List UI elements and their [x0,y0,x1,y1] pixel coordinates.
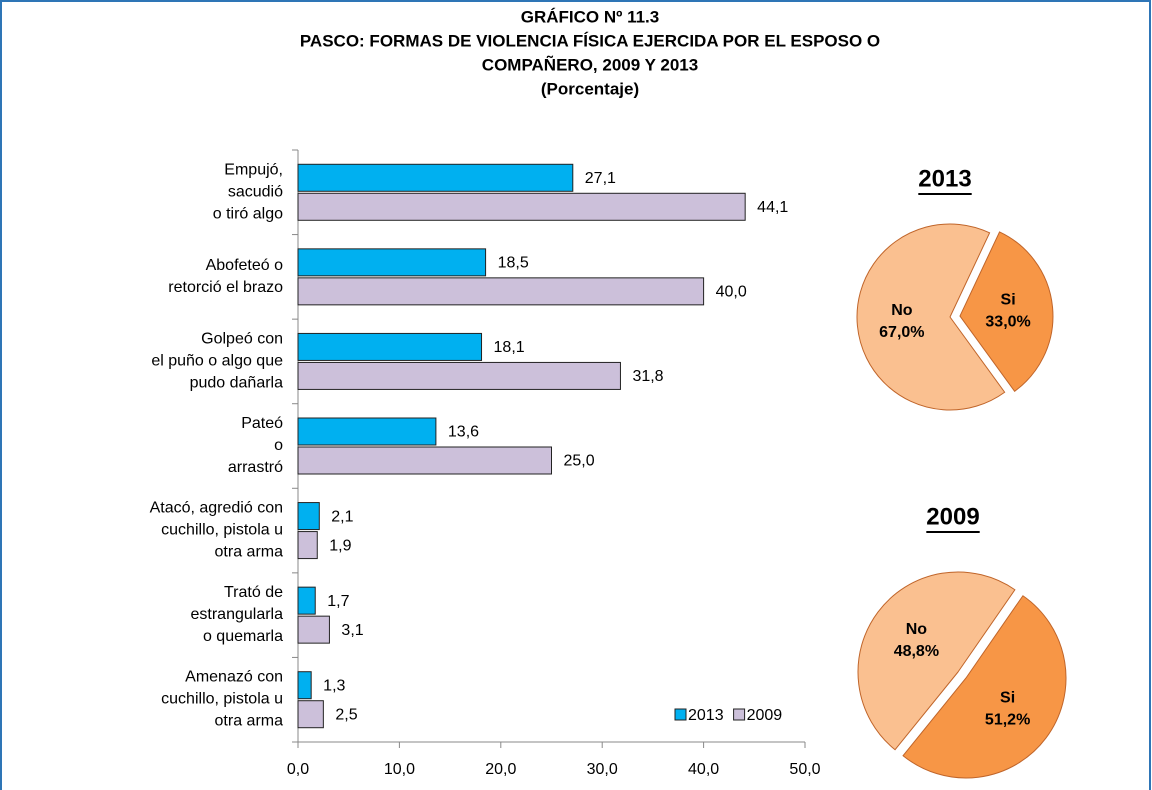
chart-subtitle: (Porcentaje) [541,79,639,98]
value-label: 2,5 [335,706,357,723]
pie-slice [856,223,1006,411]
pie-slice [857,571,1016,751]
category-label: Trató de estrangularla o quemarla [191,584,284,645]
x-tick-label: 40,0 [688,761,719,778]
slice-value: 51,2% [985,711,1030,728]
bar [297,277,705,306]
x-tick-label: 0,0 [287,761,309,778]
value-label: 1,9 [329,537,351,554]
x-tick-label: 10,0 [384,761,415,778]
bar [297,671,312,700]
chart-title: PASCO: FORMAS DE VIOLENCIA FÍSICA EJERCI… [300,31,880,50]
slice-label: No [891,302,913,319]
pie-slice [959,231,1054,392]
category-label: Empujó, sacudió o tiró algo [213,162,283,223]
value-label: 1,7 [327,593,349,610]
legend-label: 2009 [747,707,783,724]
bar [297,332,483,361]
bar [297,192,746,221]
category-label: Golpeó con el puño o algo que pudo dañarla [151,331,283,392]
legend-swatch [733,708,746,721]
bar [297,417,437,446]
bar [297,700,324,729]
value-label: 31,8 [632,368,663,385]
value-label: 3,1 [341,622,363,639]
value-label: 2,1 [331,508,353,525]
value-label: 1,3 [323,677,345,694]
category-label: Abofeteó o retorció el brazo [168,257,283,296]
pie-title: 2009 [926,503,979,530]
pie-title: 2013 [918,165,971,192]
bar [297,361,621,390]
slice-label: No [906,621,928,638]
slice-value: 33,0% [985,314,1030,331]
value-label: 27,1 [585,170,616,187]
chart-title: GRÁFICO Nº 11.3 [521,7,659,26]
x-tick-label: 50,0 [789,761,820,778]
bar [297,446,552,475]
slice-label: Si [1000,689,1015,706]
bar [297,248,487,277]
chart-title: COMPAÑERO, 2009 Y 2013 [482,54,698,74]
slice-value: 67,0% [879,324,924,341]
value-label: 18,1 [494,339,525,356]
bar [297,615,330,644]
bar [297,586,316,615]
bar [297,502,320,531]
category-label: Atacó, agredió con cuchillo, pistola u otr… [150,500,284,561]
value-label: 25,0 [564,453,595,470]
legend-swatch [674,708,687,721]
x-tick-label: 30,0 [587,761,618,778]
slice-label: Si [1001,292,1016,309]
value-label: 44,1 [757,199,788,216]
legend-label: 2013 [688,707,724,724]
x-tick-label: 20,0 [485,761,516,778]
category-label: Amenazó con cuchillo, pistola u otra arma [161,669,283,730]
slice-value: 48,8% [894,643,939,660]
category-label: Pateó o arrastró [228,415,283,476]
value-label: 40,0 [716,284,747,301]
value-label: 18,5 [498,255,529,272]
bar [297,531,318,560]
bar [297,163,574,192]
value-label: 13,6 [448,424,479,441]
pie-slice [902,595,1067,779]
